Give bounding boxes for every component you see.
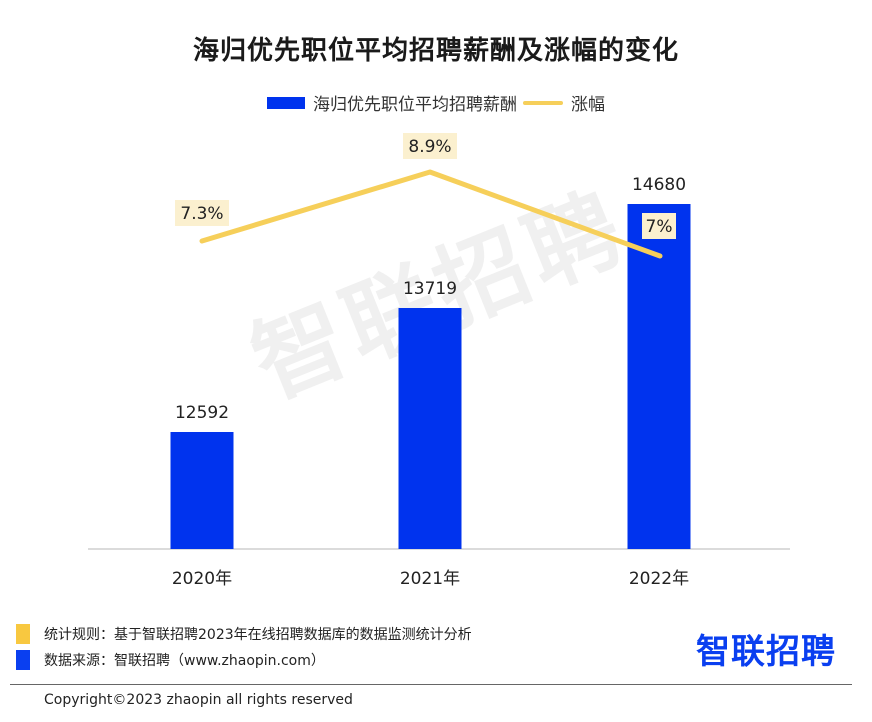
- footer-source-text: 数据来源：智联招聘（www.zhaopin.com）: [44, 653, 325, 669]
- growth-labels: 7.3% 8.9% 7%: [175, 133, 676, 239]
- legend-bar-label: 海归优先职位平均招聘薪酬: [313, 95, 517, 115]
- chart-title: 海归优先职位平均招聘薪酬及涨幅的变化: [192, 36, 679, 66]
- legend-line-label: 涨幅: [571, 95, 605, 115]
- x-tick-label: 2021年: [400, 569, 460, 589]
- growth-label: 7.3%: [180, 204, 223, 224]
- copyright-text: Copyright©2023 zhaopin all rights reserv…: [44, 692, 353, 708]
- bar-series: [170, 204, 691, 549]
- growth-label-bg: [403, 133, 457, 159]
- growth-label-bg: [642, 213, 676, 239]
- x-tick-label: 2020年: [172, 569, 232, 589]
- growth-label-bg: [175, 200, 229, 226]
- bar-2021年: [398, 308, 462, 549]
- footer-rule: 统计规则：基于智联招聘2023年在线招聘数据库的数据监测统计分析: [16, 624, 472, 644]
- bar-value-labels: 12592 13719 14680: [175, 175, 686, 423]
- legend-line-swatch: [523, 100, 563, 105]
- bar-2022年: [627, 204, 691, 549]
- bar-value-label: 12592: [175, 403, 229, 423]
- legend: 海归优先职位平均招聘薪酬 涨幅: [0, 90, 872, 115]
- growth-label: 7%: [646, 217, 673, 237]
- bar-value-label: 14680: [632, 175, 686, 195]
- x-tick-labels: 2020年 2021年 2022年: [172, 569, 689, 589]
- yellow-square-icon: [16, 624, 30, 644]
- growth-line: [199, 169, 663, 259]
- x-tick-label: 2022年: [629, 569, 689, 589]
- footer-rule-text: 统计规则：基于智联招聘2023年在线招聘数据库的数据监测统计分析: [44, 627, 472, 643]
- footer-source: 数据来源：智联招聘（www.zhaopin.com）: [16, 650, 325, 670]
- growth-label: 8.9%: [408, 137, 451, 157]
- zhaopin-logo: 智联招聘: [696, 632, 836, 672]
- bar-value-label: 13719: [403, 279, 457, 299]
- footer-divider: [10, 684, 852, 685]
- bar-2020年: [170, 432, 234, 549]
- blue-square-icon: [16, 650, 30, 670]
- legend-bar-swatch: [267, 96, 305, 109]
